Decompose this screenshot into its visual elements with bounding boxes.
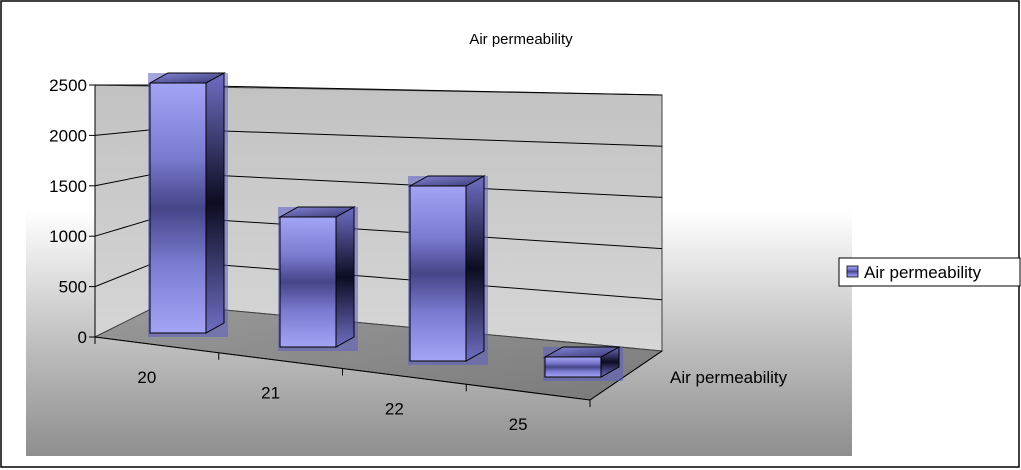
y-tick-label: 1500: [49, 177, 87, 196]
x-tick-label: 25: [509, 415, 528, 434]
legend-box: [838, 257, 1021, 287]
bar: [544, 356, 602, 378]
y-tick-group: 0 500 1000 1500 2000 2500: [49, 76, 95, 347]
y-tick-label: 500: [59, 278, 87, 297]
y-tick-label: 2000: [49, 126, 87, 145]
bar: [149, 82, 207, 334]
bar: [279, 216, 337, 348]
bar-side: [205, 72, 225, 334]
y-tick-label: 1000: [49, 227, 87, 246]
bar-top: [278, 206, 356, 218]
bar: [409, 185, 467, 362]
bar-side: [465, 175, 485, 362]
bar-top: [408, 175, 486, 187]
bar-group: [148, 72, 623, 381]
legend: Air permeability: [838, 257, 1021, 287]
chart-title: Air permeability: [469, 31, 573, 48]
bar-top: [148, 72, 226, 84]
y-tick-label: 0: [78, 328, 87, 347]
depth-axis-line: [589, 350, 663, 401]
y-tick-label: 2500: [49, 76, 87, 95]
legend-label: Air permeability: [864, 263, 982, 282]
legend-swatch: [846, 265, 859, 278]
bar-top: [543, 346, 621, 358]
x-tick-label: 22: [385, 399, 404, 418]
x-tick-label: 20: [137, 368, 156, 387]
bar-side: [335, 206, 355, 348]
x-tick-label: 21: [261, 384, 280, 403]
series-axis-label: Air permeability: [670, 368, 788, 387]
x-tick-group: 20 21 22 25: [94, 337, 591, 434]
